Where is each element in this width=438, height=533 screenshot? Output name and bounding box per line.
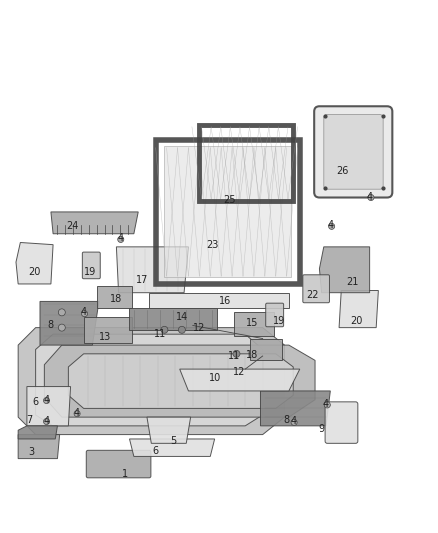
- FancyBboxPatch shape: [324, 115, 383, 189]
- Polygon shape: [180, 369, 300, 391]
- Polygon shape: [18, 426, 57, 439]
- Polygon shape: [130, 308, 217, 330]
- FancyBboxPatch shape: [86, 450, 151, 478]
- Text: 12: 12: [193, 324, 205, 334]
- Text: 19: 19: [273, 316, 286, 326]
- Text: 19: 19: [84, 266, 96, 277]
- Text: 8: 8: [284, 415, 290, 425]
- Circle shape: [161, 326, 168, 333]
- Text: 4: 4: [290, 416, 296, 426]
- Circle shape: [368, 195, 374, 200]
- Circle shape: [58, 309, 65, 316]
- Text: 15: 15: [246, 318, 258, 328]
- Circle shape: [43, 418, 49, 425]
- Polygon shape: [130, 439, 215, 456]
- Text: 21: 21: [346, 277, 358, 287]
- Text: 20: 20: [28, 266, 41, 277]
- Polygon shape: [68, 354, 293, 408]
- Text: 4: 4: [367, 192, 373, 201]
- Polygon shape: [16, 243, 53, 284]
- FancyBboxPatch shape: [82, 252, 100, 279]
- Polygon shape: [147, 417, 191, 443]
- Text: 8: 8: [48, 320, 54, 330]
- Polygon shape: [149, 293, 289, 308]
- Text: 17: 17: [136, 276, 149, 286]
- Text: 4: 4: [327, 220, 333, 230]
- Polygon shape: [261, 391, 330, 426]
- Text: 4: 4: [323, 399, 329, 409]
- Text: 18: 18: [110, 294, 123, 304]
- Circle shape: [43, 398, 49, 403]
- Text: 4: 4: [43, 416, 49, 426]
- Polygon shape: [234, 312, 274, 336]
- Text: 25: 25: [224, 195, 236, 205]
- Polygon shape: [319, 247, 370, 293]
- Polygon shape: [27, 386, 71, 426]
- Text: 3: 3: [28, 447, 34, 457]
- Polygon shape: [18, 328, 285, 434]
- Circle shape: [74, 410, 80, 417]
- Text: 18: 18: [246, 350, 258, 360]
- Polygon shape: [40, 302, 99, 345]
- FancyBboxPatch shape: [314, 106, 392, 198]
- Circle shape: [324, 402, 330, 408]
- Text: 9: 9: [318, 424, 325, 434]
- Bar: [155, 140, 300, 284]
- Text: 13: 13: [99, 332, 112, 342]
- Polygon shape: [18, 434, 60, 458]
- Circle shape: [328, 223, 335, 229]
- Text: 24: 24: [67, 221, 79, 231]
- Text: 11: 11: [228, 351, 240, 361]
- Text: 16: 16: [219, 296, 232, 306]
- Polygon shape: [84, 317, 132, 343]
- Bar: [199, 125, 293, 201]
- Polygon shape: [97, 286, 132, 308]
- Circle shape: [58, 324, 65, 331]
- Circle shape: [118, 236, 124, 243]
- Text: 4: 4: [81, 308, 87, 317]
- Text: 20: 20: [350, 316, 363, 326]
- Bar: [164, 147, 291, 277]
- Polygon shape: [339, 290, 378, 328]
- Text: 4: 4: [118, 233, 124, 243]
- Text: 26: 26: [336, 166, 348, 176]
- Text: 4: 4: [43, 394, 49, 405]
- Text: 23: 23: [206, 240, 219, 249]
- Text: 12: 12: [233, 367, 245, 377]
- FancyBboxPatch shape: [266, 303, 284, 327]
- Text: 10: 10: [208, 373, 221, 383]
- Circle shape: [291, 419, 297, 425]
- Polygon shape: [250, 338, 283, 360]
- Text: 4: 4: [74, 408, 80, 418]
- Text: 22: 22: [307, 290, 319, 300]
- Text: 11: 11: [154, 329, 166, 339]
- Circle shape: [178, 326, 185, 333]
- Text: 14: 14: [176, 312, 188, 322]
- FancyBboxPatch shape: [303, 275, 329, 303]
- FancyBboxPatch shape: [325, 402, 358, 443]
- Text: 6: 6: [152, 446, 159, 456]
- Polygon shape: [117, 247, 188, 293]
- Polygon shape: [44, 345, 315, 417]
- Polygon shape: [35, 334, 263, 426]
- Text: 7: 7: [26, 415, 32, 425]
- Text: 5: 5: [170, 436, 176, 446]
- Circle shape: [233, 350, 240, 357]
- Polygon shape: [51, 212, 138, 234]
- Circle shape: [81, 311, 88, 317]
- Text: 6: 6: [32, 397, 39, 407]
- Text: 1: 1: [122, 469, 128, 479]
